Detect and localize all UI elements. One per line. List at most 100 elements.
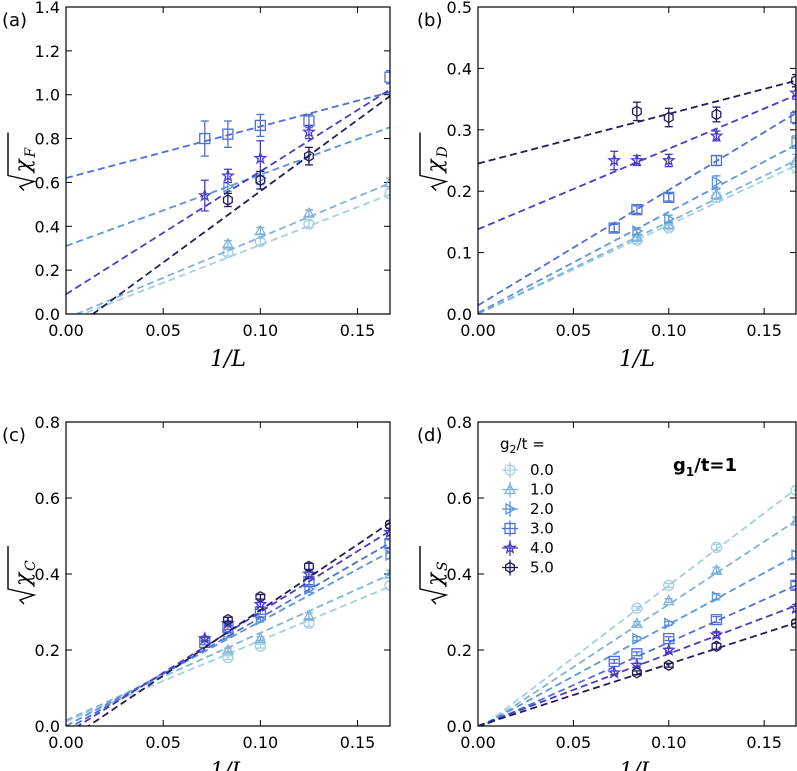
series-1 <box>66 579 390 723</box>
data-point <box>384 187 390 200</box>
data-point <box>662 218 675 230</box>
series-4 <box>66 69 390 179</box>
series-2 <box>66 567 390 722</box>
legend-marker <box>503 483 517 495</box>
data-point <box>661 642 676 657</box>
data-point <box>661 153 676 167</box>
axes-frame <box>65 421 391 727</box>
axes-frame <box>65 6 391 315</box>
x-tick-label: 0.15 <box>340 733 376 752</box>
data-point <box>220 168 235 182</box>
legend-marker <box>505 502 517 516</box>
panel-label: (a) <box>2 10 27 31</box>
y-tick-label: 0.6 <box>35 173 60 192</box>
series-4 <box>70 537 390 726</box>
data-point <box>199 132 211 145</box>
data-point <box>711 175 723 189</box>
series-1 <box>80 187 390 314</box>
series-5 <box>478 600 796 726</box>
x-tick-label: 0.15 <box>340 321 376 340</box>
panel-label: (d) <box>417 425 442 446</box>
data-point <box>663 579 675 592</box>
legend-marker <box>504 464 516 476</box>
fit-line <box>76 530 390 726</box>
data-point <box>630 230 644 242</box>
axes-frame <box>477 421 797 727</box>
y-tick-label: 0.2 <box>447 182 472 201</box>
fit-line <box>91 95 390 314</box>
legend: g2/t = 0.0 1.02.0 3.04.0 5.0 <box>500 435 554 577</box>
series-3 <box>478 135 796 314</box>
x-tick-label: 0.00 <box>48 733 84 752</box>
series-5 <box>66 88 390 296</box>
data-point <box>222 651 234 664</box>
data-point <box>711 590 723 603</box>
data-point <box>301 566 317 581</box>
y-tick-label: 0.6 <box>35 489 60 508</box>
data-point <box>791 135 796 149</box>
chart-panel-1: 0.00 0.05 0.10 0.15 0.0 0.2 0.4 0.6 0.8 1.0 1.2 1.4… <box>2 0 391 372</box>
x-axis-label: 1/L <box>210 759 246 771</box>
data-point <box>382 524 390 539</box>
x-axis-label: 1/L <box>619 759 655 771</box>
x-tick-label: 0.15 <box>746 321 782 340</box>
annotation: g1/t=1 <box>673 455 737 479</box>
data-point <box>631 602 643 614</box>
plot-area <box>478 73 796 314</box>
data-point <box>254 224 267 236</box>
fit-line <box>74 182 390 314</box>
fit-line <box>70 542 390 726</box>
y-tick-label: 0.2 <box>447 641 472 660</box>
legend-entry: 3.0 <box>530 520 554 538</box>
data-point <box>254 119 267 132</box>
data-point <box>608 222 620 234</box>
data-point <box>788 600 796 615</box>
x-tick-label: 0.10 <box>243 733 279 752</box>
fit-line <box>66 585 390 723</box>
fit-line <box>66 126 390 247</box>
legend-entry: 5.0 <box>530 559 554 577</box>
y-tick-label: 0.8 <box>35 413 60 432</box>
fit-line <box>478 94 796 231</box>
data-point <box>222 128 234 140</box>
data-point <box>790 484 796 497</box>
x-axis-label: 1/L <box>210 347 246 372</box>
data-point <box>632 225 644 238</box>
y-axis-label-text: χ <box>423 158 448 175</box>
y-axis-label: χF <box>7 132 39 191</box>
y-axis-label-sub: F <box>23 147 39 159</box>
y-tick-label: 0.2 <box>35 641 60 660</box>
data-point <box>254 632 267 644</box>
y-tick-label: 0.4 <box>35 217 60 236</box>
plot-area <box>66 518 390 726</box>
data-point <box>709 627 724 641</box>
series-1 <box>481 484 796 726</box>
data-point <box>607 153 622 167</box>
data-point <box>789 154 796 166</box>
legend-marker <box>504 522 516 535</box>
y-tick-label: 0.8 <box>447 413 472 432</box>
data-point <box>222 613 233 626</box>
y-tick-label: 0.1 <box>447 244 472 263</box>
data-point <box>221 643 235 655</box>
series-2 <box>74 176 390 314</box>
legend-marker <box>502 540 518 555</box>
y-tick-label: 0.2 <box>35 261 60 280</box>
y-tick-label: 0.3 <box>447 121 472 140</box>
data-point <box>662 594 675 606</box>
series-2 <box>482 514 796 726</box>
data-point <box>253 596 268 611</box>
data-point <box>711 108 722 121</box>
x-tick-label: 0.10 <box>651 733 687 752</box>
data-point <box>383 176 390 188</box>
data-point <box>629 153 644 167</box>
fit-line <box>66 88 390 296</box>
fit-line <box>86 521 390 726</box>
x-tick-label: 0.05 <box>556 733 592 752</box>
series-6 <box>478 617 796 726</box>
y-axis-label: χC <box>7 546 39 605</box>
data-point <box>791 548 796 562</box>
y-tick-label: 0.4 <box>447 565 472 584</box>
data-point <box>631 203 643 216</box>
